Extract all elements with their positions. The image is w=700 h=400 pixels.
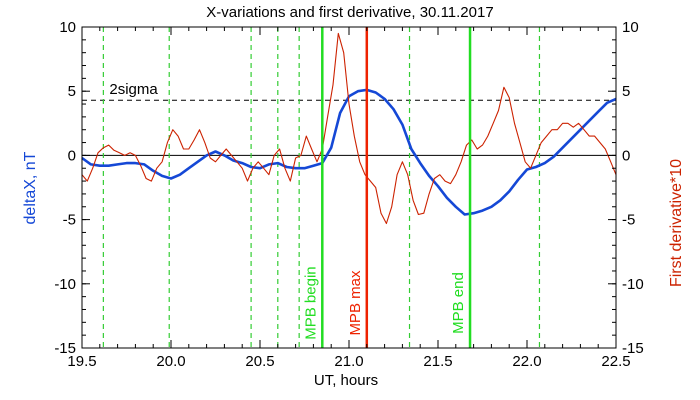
mpb-end-label: MPB end	[450, 272, 467, 334]
y-left-tick-label: 5	[68, 83, 76, 100]
y-left-tick-label: 10	[59, 19, 76, 36]
x-tick-label: 19.5	[67, 353, 96, 370]
x-tick-label: 21.0	[334, 353, 363, 370]
y-left-tick-label: 0	[68, 147, 76, 164]
mpb-max-label: MPB max	[347, 270, 364, 336]
sigma-label: 2sigma	[109, 81, 158, 98]
y-right-tick-label: 10	[622, 19, 639, 36]
x-tick-label: 21.5	[423, 353, 452, 370]
y-right-tick-label: -15	[622, 340, 644, 357]
series-line-derivative	[81, 32, 617, 225]
x-tick-label: 22.5	[601, 353, 630, 370]
y-left-tick-label: -15	[54, 340, 76, 357]
marker-layer: MPB begin MPB max MPB end	[302, 27, 472, 348]
y-right-tick-label: 5	[622, 83, 630, 100]
y-axis-left-label: deltaX, nT	[22, 151, 39, 224]
reference-lines	[82, 27, 616, 348]
tick-layer: 19.5 20.0 20.5 21.0 21.5 22.0 22.5 10 5 0 -5 -10 -15…	[54, 19, 643, 370]
y-left-tick-label: -5	[63, 212, 76, 229]
x-tick-label: 20.5	[245, 353, 274, 370]
chart-title: X-variations and first derivative, 30.11…	[206, 4, 493, 21]
series-line-deltaX	[81, 88, 617, 216]
y-right-tick-label: -5	[622, 212, 635, 229]
mpb-begin-label: MPB begin	[302, 266, 319, 339]
x-tick-label: 20.0	[156, 353, 185, 370]
y-right-tick-label: 0	[622, 147, 630, 164]
y-left-tick-label: -10	[54, 276, 76, 293]
x-tick-label: 22.0	[512, 353, 541, 370]
y-axis-right-label: First derivative*10	[668, 159, 685, 287]
x-axis-label: UT, hours	[314, 372, 378, 389]
series-layer	[81, 32, 617, 225]
y-right-tick-label: -10	[622, 276, 644, 293]
